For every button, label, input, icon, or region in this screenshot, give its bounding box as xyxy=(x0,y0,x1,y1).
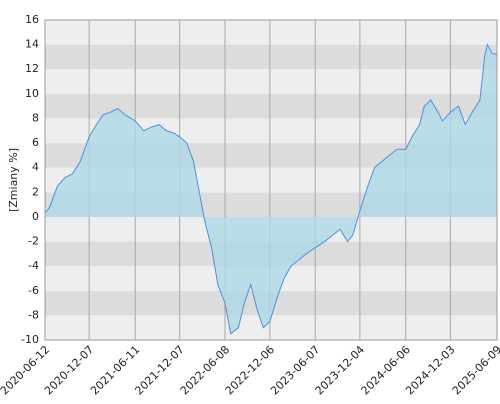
y-tick-label: -4 xyxy=(28,259,39,272)
y-tick-label: 10 xyxy=(25,87,39,100)
y-tick-label: 0 xyxy=(32,210,39,223)
y-tick-label: 2 xyxy=(32,185,39,198)
area xyxy=(45,44,497,334)
grid-band xyxy=(45,69,497,94)
grid-band xyxy=(45,20,497,45)
x-tick-label: 2025-06-09 xyxy=(450,343,500,397)
y-tick-label: 4 xyxy=(32,161,39,174)
y-tick-label: -10 xyxy=(21,333,39,346)
y-tick-label: 16 xyxy=(25,13,39,26)
y-tick-label: 12 xyxy=(25,62,39,75)
y-tick-label: 8 xyxy=(32,111,39,124)
y-tick-label: -2 xyxy=(28,235,39,248)
y-tick-label: -8 xyxy=(28,308,39,321)
line xyxy=(44,43,498,335)
plot-frame xyxy=(44,19,498,341)
grid-band xyxy=(45,44,497,70)
y-tick-label: 14 xyxy=(25,38,39,51)
y-tick-label: 6 xyxy=(32,136,39,149)
y-tick-label: -6 xyxy=(28,284,39,297)
y-axis-label: [Zmiany %] xyxy=(7,148,20,212)
